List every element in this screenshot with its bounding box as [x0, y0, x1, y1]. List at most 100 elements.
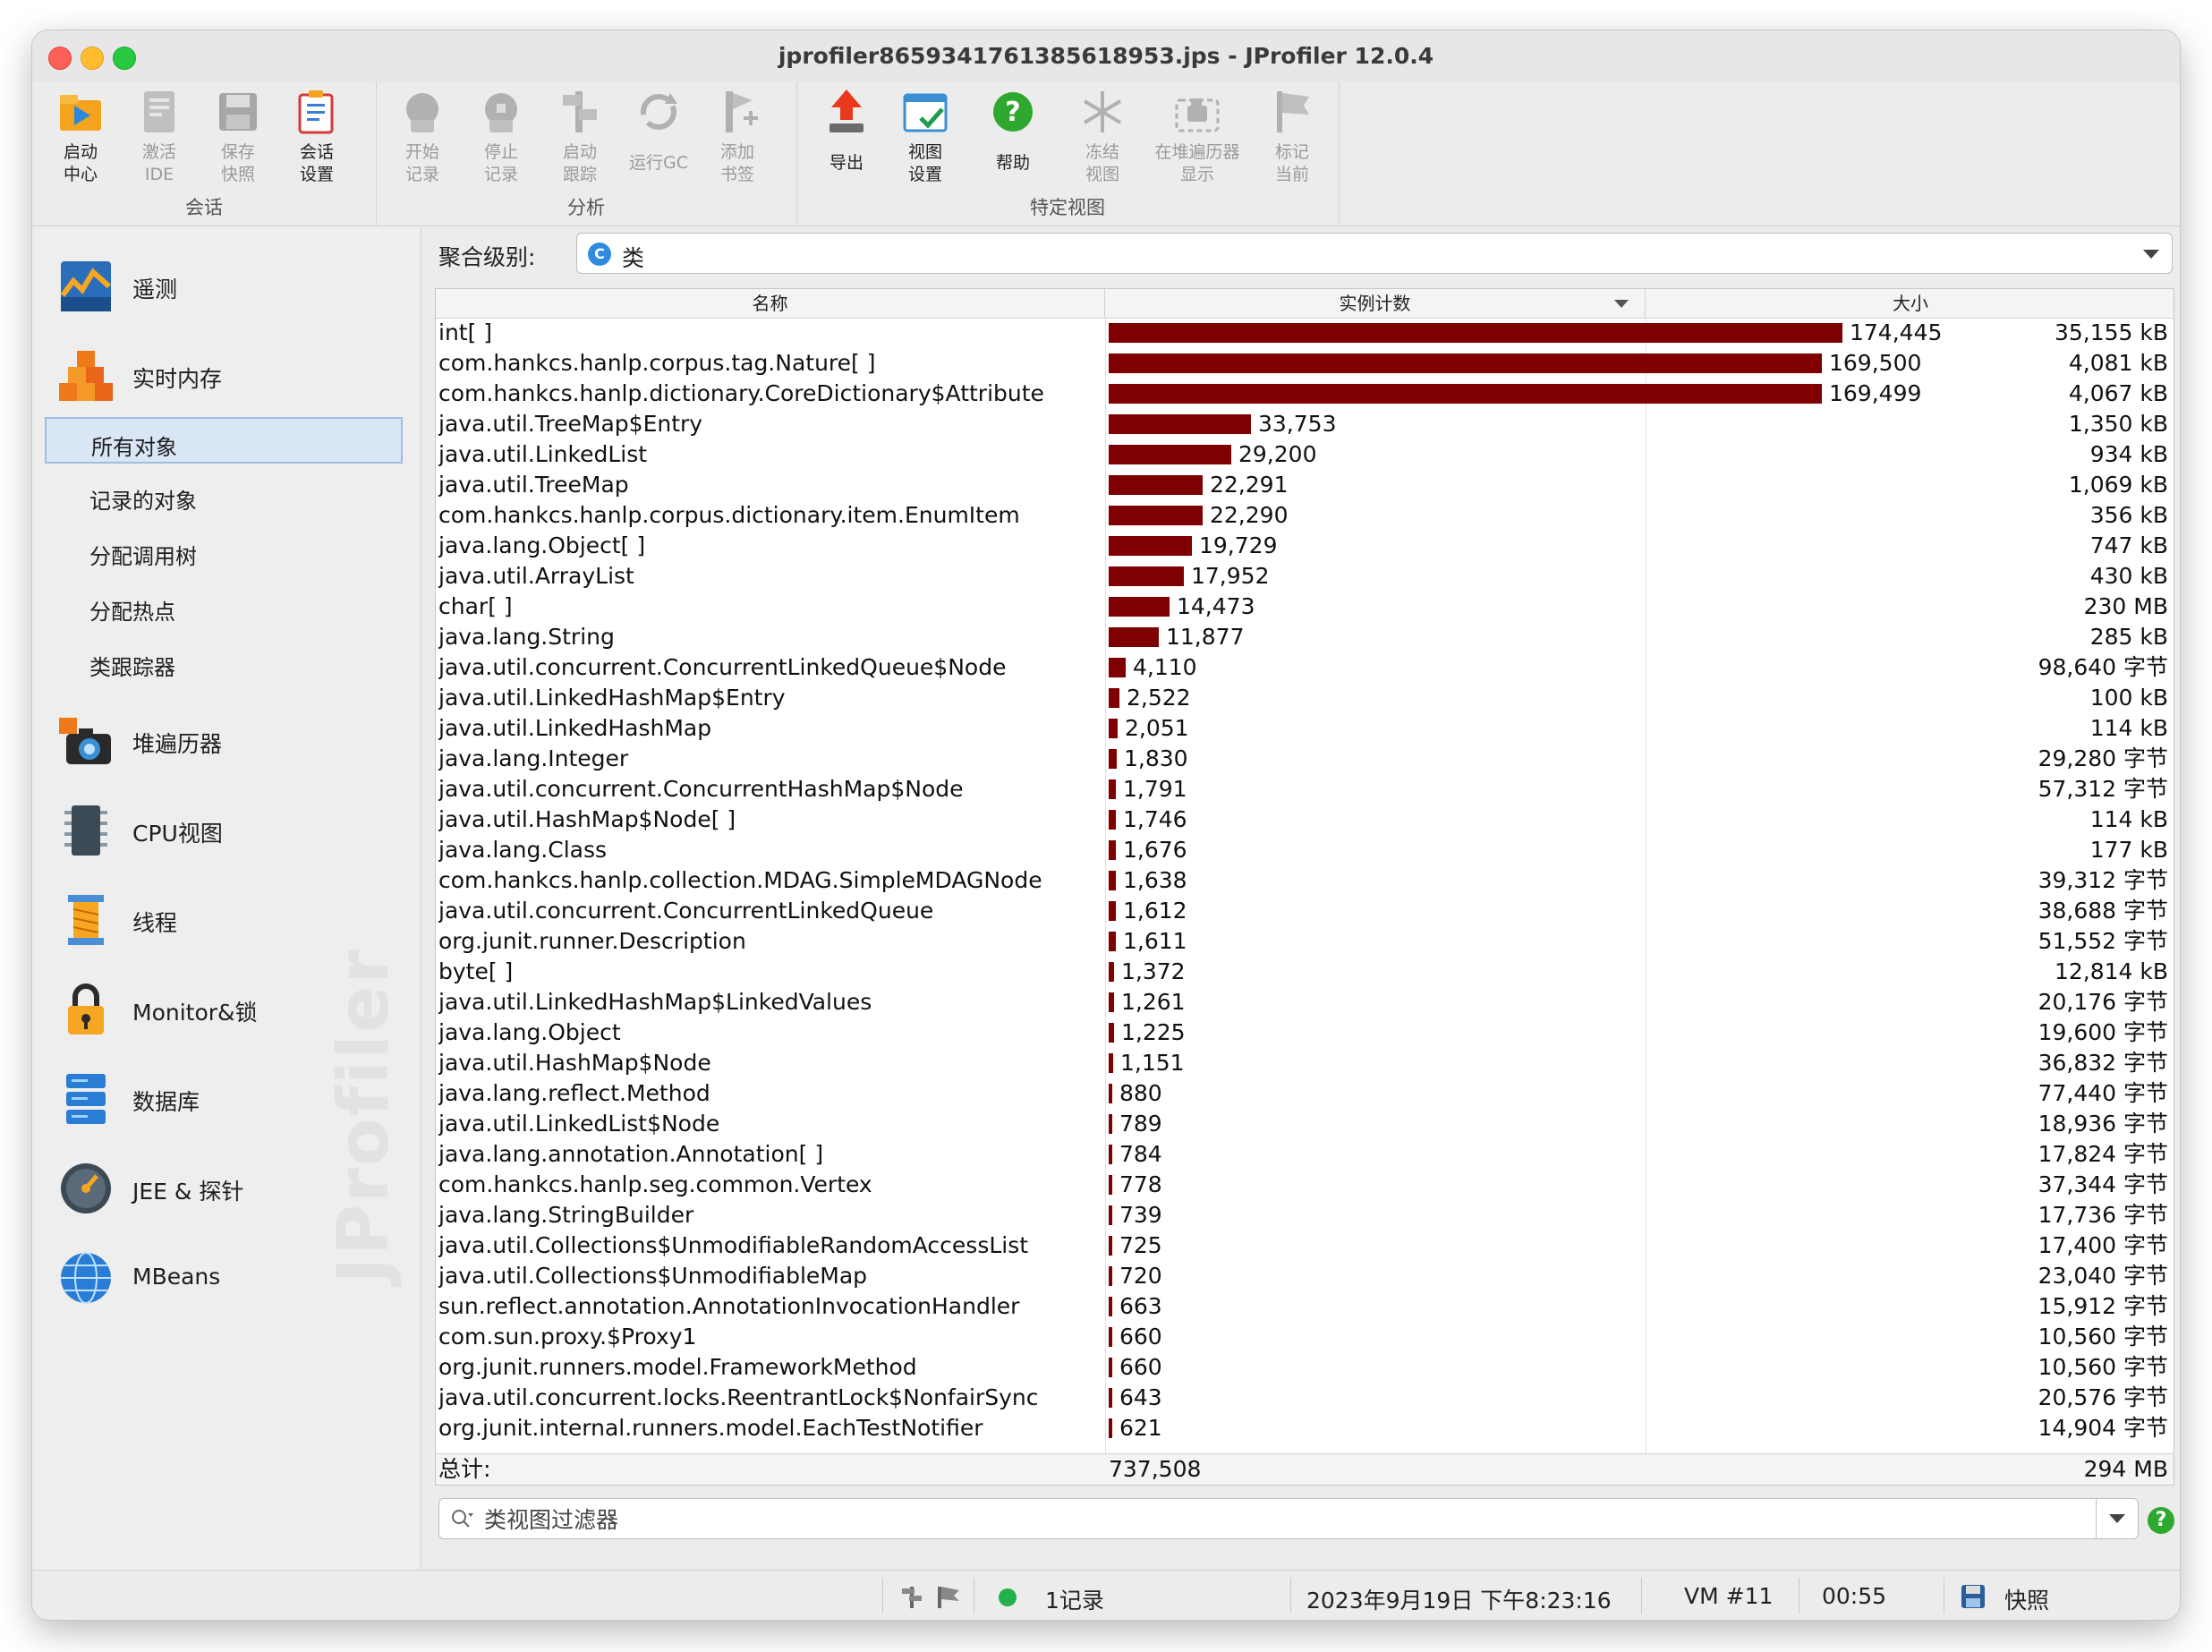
table-row[interactable]: byte[ ] 1,372 12,814 kB — [436, 957, 2174, 987]
table-row[interactable]: java.util.HashMap$Node 1,151 36,832 字节 — [436, 1048, 2174, 1078]
table-row[interactable]: java.util.Collections$UnmodifiableMap 720… — [436, 1261, 2174, 1291]
table-row[interactable]: java.util.HashMap$Node[ ] 1,746 114 kB — [436, 805, 2174, 835]
window-title: jprofiler8659341761385618953.jps - JProf… — [778, 43, 1434, 69]
export-button[interactable]: 导出 — [805, 88, 888, 195]
view-settings-button[interactable]: 视图 设置 — [884, 88, 966, 195]
sidebar-item-telemetry[interactable]: 遥测 — [59, 251, 408, 322]
tracking-pin-icon[interactable] — [898, 1583, 925, 1610]
table-row[interactable]: com.hankcs.hanlp.seg.common.Vertex 778 37,… — [436, 1170, 2174, 1200]
sidebar-item-live-memory[interactable]: 实时内存 — [59, 340, 408, 412]
table-row[interactable]: java.util.LinkedHashMap 2,051 114 kB — [436, 713, 2174, 744]
help-button[interactable]: ? 帮助 — [972, 88, 1054, 195]
sidebar-item-jee-probes[interactable]: JEE & 探针 — [59, 1153, 408, 1224]
column-header-name[interactable]: 名称 — [436, 289, 1105, 318]
table-row[interactable]: java.util.concurrent.ConcurrentLinkedQue… — [436, 652, 2174, 683]
table-row[interactable]: java.lang.String 11,877 285 kB — [436, 622, 2174, 652]
class-name: com.hankcs.hanlp.collection.MDAG.SimpleM… — [438, 867, 1042, 893]
table-row[interactable]: java.util.ArrayList 17,952 430 kB — [436, 561, 2174, 592]
table-row[interactable]: java.util.LinkedList 29,200 934 kB — [436, 439, 2174, 470]
instance-count: 1,612 — [1123, 898, 1187, 924]
heap-walker-icon — [59, 714, 113, 768]
table-row[interactable]: com.hankcs.hanlp.corpus.tag.Nature[ ] 169… — [436, 348, 2174, 379]
class-view-filter-input[interactable] — [482, 1503, 2043, 1537]
table-row[interactable]: org.junit.internal.runners.model.EachTes… — [436, 1413, 2174, 1443]
instance-count-bar — [1109, 1145, 1112, 1164]
table-row[interactable]: java.util.concurrent.ConcurrentLinkedQue… — [436, 896, 2174, 926]
table-row[interactable]: com.hankcs.hanlp.collection.MDAG.SimpleM… — [436, 865, 2174, 896]
sidebar-item-databases[interactable]: 数据库 — [59, 1063, 408, 1135]
sidebar-item-mbeans[interactable]: MBeans — [59, 1242, 408, 1314]
close-window-button[interactable] — [48, 47, 72, 70]
sidebar-subitem-recorded-objects[interactable]: 记录的对象 — [89, 489, 197, 514]
sidebar-subitem-class-tracker[interactable]: 类跟踪器 — [89, 655, 175, 680]
table-row[interactable]: java.lang.Object[ ] 19,729 747 kB — [436, 531, 2174, 561]
add-bookmark-button[interactable]: 添加 书签 — [696, 88, 778, 195]
table-row[interactable]: java.util.LinkedList$Node 789 18,936 字节 — [436, 1109, 2174, 1139]
instance-count: 29,200 — [1238, 441, 1317, 467]
table-row[interactable]: java.lang.StringBuilder 739 17,736 字节 — [436, 1200, 2174, 1230]
instance-count: 1,372 — [1121, 958, 1186, 984]
app-window: jprofiler8659341761385618953.jps - JProf… — [32, 30, 2180, 1620]
bookmark-flag-icon[interactable] — [934, 1583, 961, 1610]
table-row[interactable]: java.util.LinkedHashMap$Entry 2,522 100 kB — [436, 683, 2174, 713]
table-row[interactable]: java.util.Collections$UnmodifiableRandom… — [436, 1230, 2174, 1261]
show-in-heap-walker-button[interactable]: 在堆遍历器 显示 — [1144, 88, 1251, 195]
table-row[interactable]: com.hankcs.hanlp.dictionary.CoreDictiona… — [436, 379, 2174, 409]
table-row[interactable]: org.junit.runners.model.FrameworkMethod 6… — [436, 1352, 2174, 1383]
table-row[interactable]: java.lang.Class 1,676 177 kB — [436, 835, 2174, 865]
sidebar-subitem-allocation-hot-spots[interactable]: 分配热点 — [89, 600, 175, 625]
table-row[interactable]: java.lang.Integer 1,830 29,280 字节 — [436, 744, 2174, 774]
recordings-count[interactable]: 1记录 — [1045, 1588, 1104, 1614]
table-row[interactable]: java.util.LinkedHashMap$LinkedValues 1,26… — [436, 987, 2174, 1018]
filter-options-dropdown[interactable] — [2096, 1499, 2138, 1538]
start-recording-button[interactable]: 开始 记录 — [381, 88, 464, 195]
stop-recording-button[interactable]: 停止 记录 — [460, 88, 542, 195]
aggregation-level-label: 聚合级别: — [438, 244, 536, 270]
table-row[interactable]: com.sun.proxy.$Proxy1 660 10,560 字节 — [436, 1322, 2174, 1352]
launch-center-button[interactable]: 启动 中心 — [39, 88, 122, 195]
start-tracking-button[interactable]: 启动 跟踪 — [539, 88, 621, 195]
database-icon — [59, 1072, 113, 1126]
sidebar-item-cpu-views[interactable]: CPU视图 — [59, 795, 408, 866]
sidebar-item-monitors-locks[interactable]: Monitor&锁 — [59, 974, 408, 1045]
save-snapshot-button[interactable]: 保存 快照 — [197, 88, 279, 195]
instance-count: 33,753 — [1258, 411, 1337, 437]
activate-ide-button[interactable]: 激活 IDE — [118, 88, 200, 195]
column-header-size[interactable]: 大小 — [1893, 293, 1928, 314]
shallow-size: 10,560 字节 — [2038, 1354, 2168, 1380]
zoom-window-button[interactable] — [113, 47, 136, 70]
jee-probes-icon — [59, 1162, 113, 1215]
class-name: com.sun.proxy.$Proxy1 — [438, 1324, 697, 1350]
table-row[interactable]: com.hankcs.hanlp.corpus.dictionary.item.… — [436, 500, 2174, 531]
sidebar-subitem-all-objects[interactable]: 所有对象 — [45, 417, 403, 464]
filter-help-icon[interactable]: ? — [2148, 1507, 2174, 1534]
class-name: java.lang.Object — [438, 1019, 621, 1045]
freeze-view-button[interactable]: 冻结 视图 — [1061, 88, 1144, 195]
shallow-size: 114 kB — [2089, 806, 2168, 832]
instance-count-bar — [1109, 323, 1842, 343]
column-header-count[interactable]: 实例计数 — [1105, 289, 1646, 318]
sidebar-item-threads[interactable]: 线程 — [59, 884, 408, 956]
table-row[interactable]: int[ ] 174,445 35,155 kB — [436, 318, 2174, 348]
instance-count-bar — [1109, 871, 1116, 890]
session-settings-button[interactable]: 会话 设置 — [276, 88, 358, 195]
table-row[interactable]: java.lang.reflect.Method 880 77,440 字节 — [436, 1078, 2174, 1109]
sidebar-item-heap-walker[interactable]: 堆遍历器 — [59, 705, 408, 777]
table-row[interactable]: sun.reflect.annotation.AnnotationInvocat… — [436, 1291, 2174, 1322]
table-row[interactable]: java.util.TreeMap 22,291 1,069 kB — [436, 470, 2174, 500]
mark-current-button[interactable]: 标记 当前 — [1251, 88, 1333, 195]
shallow-size: 285 kB — [2089, 624, 2168, 650]
table-row[interactable]: java.lang.Object 1,225 19,600 字节 — [436, 1018, 2174, 1048]
table-row[interactable]: org.junit.runner.Description 1,611 51,552 … — [436, 926, 2174, 957]
table-row[interactable]: java.util.concurrent.ConcurrentHashMap$N… — [436, 774, 2174, 805]
run-gc-button[interactable]: 运行GC — [617, 88, 700, 195]
instance-count-bar — [1109, 901, 1116, 921]
shallow-size: 10,560 字节 — [2038, 1324, 2168, 1350]
table-row[interactable]: java.util.concurrent.locks.ReentrantLock… — [436, 1383, 2174, 1413]
table-row[interactable]: char[ ] 14,473 230 MB — [436, 592, 2174, 622]
table-row[interactable]: java.lang.annotation.Annotation[ ] 784 17,… — [436, 1139, 2174, 1170]
minimize-window-button[interactable] — [81, 47, 104, 70]
table-row[interactable]: java.util.TreeMap$Entry 33,753 1,350 kB — [436, 409, 2174, 439]
aggregation-level-select[interactable]: C 类 — [576, 233, 2173, 274]
sidebar-subitem-allocation-call-tree[interactable]: 分配调用树 — [89, 544, 197, 569]
